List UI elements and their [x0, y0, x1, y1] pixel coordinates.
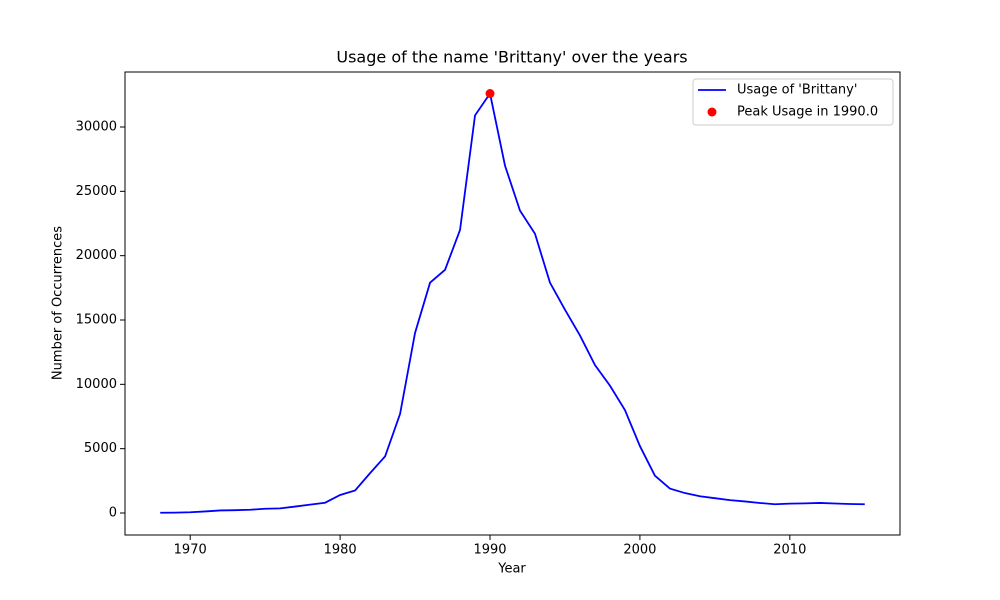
x-tick-label: 1970 [174, 543, 207, 558]
y-tick-label: 0 [109, 505, 117, 520]
y-tick-label: 5000 [84, 441, 117, 456]
x-axis-label: Year [497, 562, 526, 577]
plot-frame [124, 71, 901, 536]
peak-point [485, 89, 495, 99]
legend-label: Usage of 'Brittany' [737, 83, 857, 98]
legend-label: Peak Usage in 1990.0 [737, 105, 878, 120]
legend-box [692, 78, 894, 126]
y-tick-label: 15000 [76, 313, 117, 328]
y-axis-label: Number of Occurrences [51, 226, 66, 380]
y-tick-label: 10000 [76, 377, 117, 392]
x-tick-label: 1990 [473, 543, 506, 558]
chart-title: Usage of the name 'Brittany' over the ye… [336, 48, 687, 67]
y-tick-label: 20000 [76, 248, 117, 263]
line-series [160, 91, 865, 514]
x-tick-label: 2010 [773, 543, 806, 558]
x-tick-label: 2000 [623, 543, 656, 558]
y-tick-label: 30000 [76, 120, 117, 135]
x-tick-label: 1980 [324, 543, 357, 558]
legend-marker [707, 107, 717, 117]
y-tick-label: 25000 [76, 184, 117, 199]
